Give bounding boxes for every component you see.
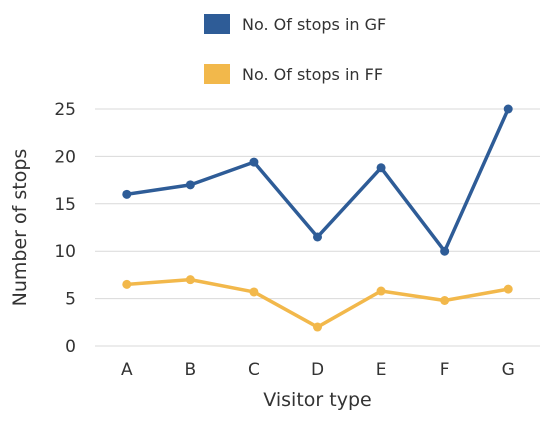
legend-swatch-2 bbox=[204, 64, 230, 84]
x-tick-label: C bbox=[248, 360, 260, 380]
x-tick-label: E bbox=[376, 360, 387, 380]
y-tick-label: 5 bbox=[65, 290, 76, 310]
y-tick-label: 0 bbox=[65, 337, 76, 357]
data-point bbox=[376, 163, 386, 173]
data-point bbox=[122, 279, 132, 289]
x-axis-ticks: A B C D E F G bbox=[121, 360, 515, 380]
x-tick-label: D bbox=[311, 360, 324, 380]
legend: No. Of stops in GF No. Of stops in FF bbox=[204, 14, 386, 84]
data-point bbox=[249, 157, 259, 167]
data-point bbox=[249, 287, 259, 297]
x-tick-label: B bbox=[185, 360, 197, 380]
data-point bbox=[503, 284, 513, 294]
legend-label-1: No. Of stops in GF bbox=[242, 15, 386, 34]
legend-swatch-1 bbox=[204, 14, 230, 34]
data-point bbox=[185, 275, 195, 285]
y-tick-label: 15 bbox=[54, 195, 76, 215]
x-axis-title: Visitor type bbox=[263, 389, 371, 411]
series-line bbox=[125, 277, 510, 329]
data-point bbox=[185, 180, 195, 190]
data-point bbox=[376, 286, 386, 296]
x-tick-label: A bbox=[121, 360, 133, 380]
data-point bbox=[440, 246, 450, 256]
data-point bbox=[440, 295, 450, 305]
data-point bbox=[122, 189, 132, 199]
data-point bbox=[313, 322, 322, 332]
data-point bbox=[313, 232, 322, 242]
y-tick-label: 10 bbox=[54, 242, 76, 262]
data-point bbox=[503, 104, 513, 114]
series-2 bbox=[122, 275, 513, 332]
x-tick-label: F bbox=[440, 360, 450, 380]
series-layer bbox=[122, 104, 513, 332]
series-line bbox=[125, 107, 510, 253]
series-1 bbox=[122, 104, 513, 256]
y-tick-label: 20 bbox=[54, 147, 76, 167]
legend-label-2: No. Of stops in FF bbox=[242, 65, 383, 84]
gridlines bbox=[95, 108, 540, 347]
y-axis-ticks: 0 5 10 15 20 25 bbox=[54, 100, 76, 357]
y-axis-title: Number of stops bbox=[9, 149, 31, 307]
x-tick-label: G bbox=[502, 360, 515, 380]
y-tick-label: 25 bbox=[54, 100, 76, 120]
